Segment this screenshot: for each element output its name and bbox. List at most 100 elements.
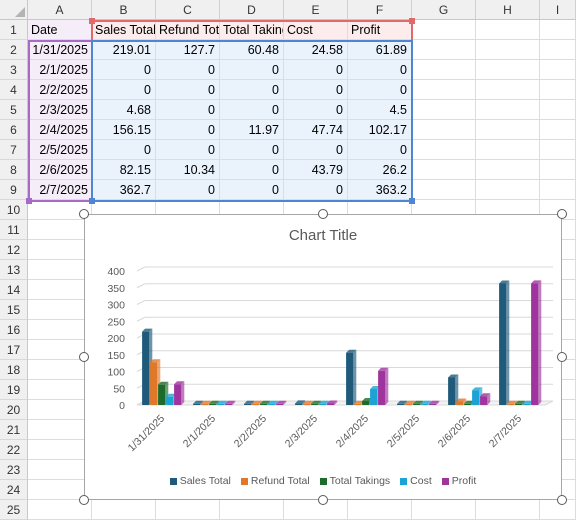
column-header-g[interactable]: G [412,0,476,20]
cell-i5[interactable] [540,100,576,120]
row-header-1[interactable]: 1 [0,20,28,40]
series-range-handle[interactable] [409,18,415,24]
cell-b9[interactable]: 362.7 [92,180,156,200]
cell-d5[interactable]: 0 [220,100,284,120]
cell-h8[interactable] [476,160,540,180]
cell-d1[interactable]: Total Takings [220,20,284,40]
cell-f25[interactable] [348,500,412,520]
cell-e8[interactable]: 43.79 [284,160,348,180]
bar-profit-0[interactable] [174,381,185,405]
row-header-7[interactable]: 7 [0,140,28,160]
cell-a8[interactable]: 2/6/2025 [28,160,92,180]
cell-h4[interactable] [476,80,540,100]
cell-g4[interactable] [412,80,476,100]
legend-item-refund-total[interactable]: Refund Total [240,475,310,487]
cell-b4[interactable]: 0 [92,80,156,100]
row-header-9[interactable]: 9 [0,180,28,200]
bar-refund-total-1[interactable] [201,400,212,405]
cell-a10[interactable] [28,200,92,220]
cell-f9[interactable]: 363.2 [348,180,412,200]
cell-a25[interactable] [28,500,92,520]
cell-e5[interactable]: 0 [284,100,348,120]
row-header-3[interactable]: 3 [0,60,28,80]
cell-h25[interactable] [476,500,540,520]
bar-profit-7[interactable] [531,280,542,405]
cell-a19[interactable] [28,380,92,400]
cell-i2[interactable] [540,40,576,60]
cell-a13[interactable] [28,260,92,280]
cell-g7[interactable] [412,140,476,160]
cell-h6[interactable] [476,120,540,140]
row-header-24[interactable]: 24 [0,480,28,500]
cell-e4[interactable]: 0 [284,80,348,100]
chart-legend[interactable]: Sales Total Refund Total Total Takings Cost… [85,475,561,487]
cell-b8[interactable]: 82.15 [92,160,156,180]
cell-a4[interactable]: 2/2/2025 [28,80,92,100]
row-header-23[interactable]: 23 [0,460,28,480]
cell-c9[interactable]: 0 [156,180,220,200]
column-header-h[interactable]: H [476,0,540,20]
cell-c1[interactable]: Refund Total [156,20,220,40]
row-header-16[interactable]: 16 [0,320,28,340]
cell-e25[interactable] [284,500,348,520]
cell-f2[interactable]: 61.89 [348,40,412,60]
cell-d2[interactable]: 60.48 [220,40,284,60]
cell-c8[interactable]: 10.34 [156,160,220,180]
cell-g8[interactable] [412,160,476,180]
row-header-10[interactable]: 10 [0,200,28,220]
bar-sales-total-2[interactable] [244,400,255,405]
cell-a23[interactable] [28,460,92,480]
cell-c25[interactable] [156,500,220,520]
bar-cost-1[interactable] [217,400,228,405]
bar-cost-5[interactable] [421,400,432,405]
cell-a5[interactable]: 2/3/2025 [28,100,92,120]
row-header-17[interactable]: 17 [0,340,28,360]
cell-a11[interactable] [28,220,92,240]
cell-e9[interactable]: 0 [284,180,348,200]
cell-a1[interactable]: Date [28,20,92,40]
cell-d25[interactable] [220,500,284,520]
cell-a14[interactable] [28,280,92,300]
cell-a20[interactable] [28,400,92,420]
cell-e2[interactable]: 24.58 [284,40,348,60]
chart-plot[interactable]: 0 50 100 150 200 250 300 350 400 1/31/2025 2/1/202… [85,215,561,499]
cell-a18[interactable] [28,360,92,380]
cell-h3[interactable] [476,60,540,80]
cell-a9[interactable]: 2/7/2025 [28,180,92,200]
cell-g25[interactable] [412,500,476,520]
chart-resize-handle[interactable] [557,495,567,505]
row-header-5[interactable]: 5 [0,100,28,120]
column-header-b[interactable]: B [92,0,156,20]
cell-g5[interactable] [412,100,476,120]
row-header-19[interactable]: 19 [0,380,28,400]
bar-refund-total-2[interactable] [252,400,263,405]
cell-f8[interactable]: 26.2 [348,160,412,180]
row-header-11[interactable]: 11 [0,220,28,240]
cell-d9[interactable]: 0 [220,180,284,200]
series-range-handle[interactable] [89,18,95,24]
cell-g6[interactable] [412,120,476,140]
cell-a15[interactable] [28,300,92,320]
cell-i9[interactable] [540,180,576,200]
column-header-c[interactable]: C [156,0,220,20]
cell-f3[interactable]: 0 [348,60,412,80]
row-header-8[interactable]: 8 [0,160,28,180]
cell-a12[interactable] [28,240,92,260]
cell-f7[interactable]: 0 [348,140,412,160]
cell-c7[interactable]: 0 [156,140,220,160]
cell-g1[interactable] [412,20,476,40]
chart-object[interactable]: Chart Title 0 50 100 150 200 250 300 350 400 1/31… [84,214,562,500]
legend-item-total-takings[interactable]: Total Takings [319,475,390,487]
bar-total-takings-3[interactable] [311,400,322,405]
bar-total-takings-1[interactable] [209,400,220,405]
chart-resize-handle[interactable] [79,495,89,505]
cell-d6[interactable]: 11.97 [220,120,284,140]
cell-a6[interactable]: 2/4/2025 [28,120,92,140]
chart-resize-handle[interactable] [557,209,567,219]
column-header-f[interactable]: F [348,0,412,20]
cell-g3[interactable] [412,60,476,80]
cell-b2[interactable]: 219.01 [92,40,156,60]
bar-refund-total-6[interactable] [456,398,467,405]
cell-b1[interactable]: Sales Total [92,20,156,40]
